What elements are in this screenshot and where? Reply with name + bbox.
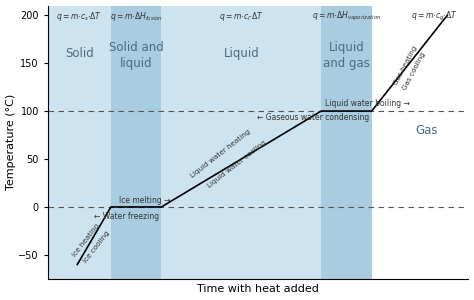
Text: Liquid
and gas: Liquid and gas: [323, 41, 370, 70]
Text: Solid: Solid: [65, 47, 94, 60]
Text: Gas: Gas: [415, 124, 438, 137]
Text: $q=m{\cdot}c_g{\cdot}\Delta T$: $q=m{\cdot}c_g{\cdot}\Delta T$: [411, 11, 458, 23]
Text: Liquid water heating: Liquid water heating: [189, 129, 251, 179]
Bar: [162, 6, 321, 279]
Text: Ice cooling: Ice cooling: [82, 230, 110, 264]
Text: Ice heating: Ice heating: [71, 223, 100, 258]
Text: ← Gaseous water condensing: ← Gaseous water condensing: [257, 113, 370, 122]
Text: ← Water freezing: ← Water freezing: [94, 212, 159, 221]
Bar: [372, 6, 468, 279]
Bar: [48, 6, 111, 279]
Text: $q=m{\cdot}\Delta H_{fusion}$: $q=m{\cdot}\Delta H_{fusion}$: [110, 11, 163, 23]
Text: Gas cooling: Gas cooling: [401, 51, 426, 91]
Text: Liquid water boiling →: Liquid water boiling →: [326, 99, 410, 108]
X-axis label: Time with heat added: Time with heat added: [197, 284, 319, 294]
Text: Liquid: Liquid: [223, 47, 259, 60]
Text: Ice melting →: Ice melting →: [119, 196, 171, 205]
Text: Liquid water cooling: Liquid water cooling: [207, 139, 268, 189]
Text: $q=m{\cdot}c_l{\cdot}\Delta T$: $q=m{\cdot}c_l{\cdot}\Delta T$: [219, 11, 264, 23]
Bar: [111, 6, 162, 279]
Y-axis label: Temperature (°C): Temperature (°C): [6, 94, 16, 190]
Text: $q=m{\cdot}c_s{\cdot}\Delta T$: $q=m{\cdot}c_s{\cdot}\Delta T$: [56, 11, 102, 23]
Text: Solid and
liquid: Solid and liquid: [109, 41, 164, 70]
Bar: [321, 6, 372, 279]
Text: Gas heating: Gas heating: [392, 44, 418, 86]
Text: $q=m{\cdot}\Delta H_{vaporization}$: $q=m{\cdot}\Delta H_{vaporization}$: [311, 11, 382, 23]
